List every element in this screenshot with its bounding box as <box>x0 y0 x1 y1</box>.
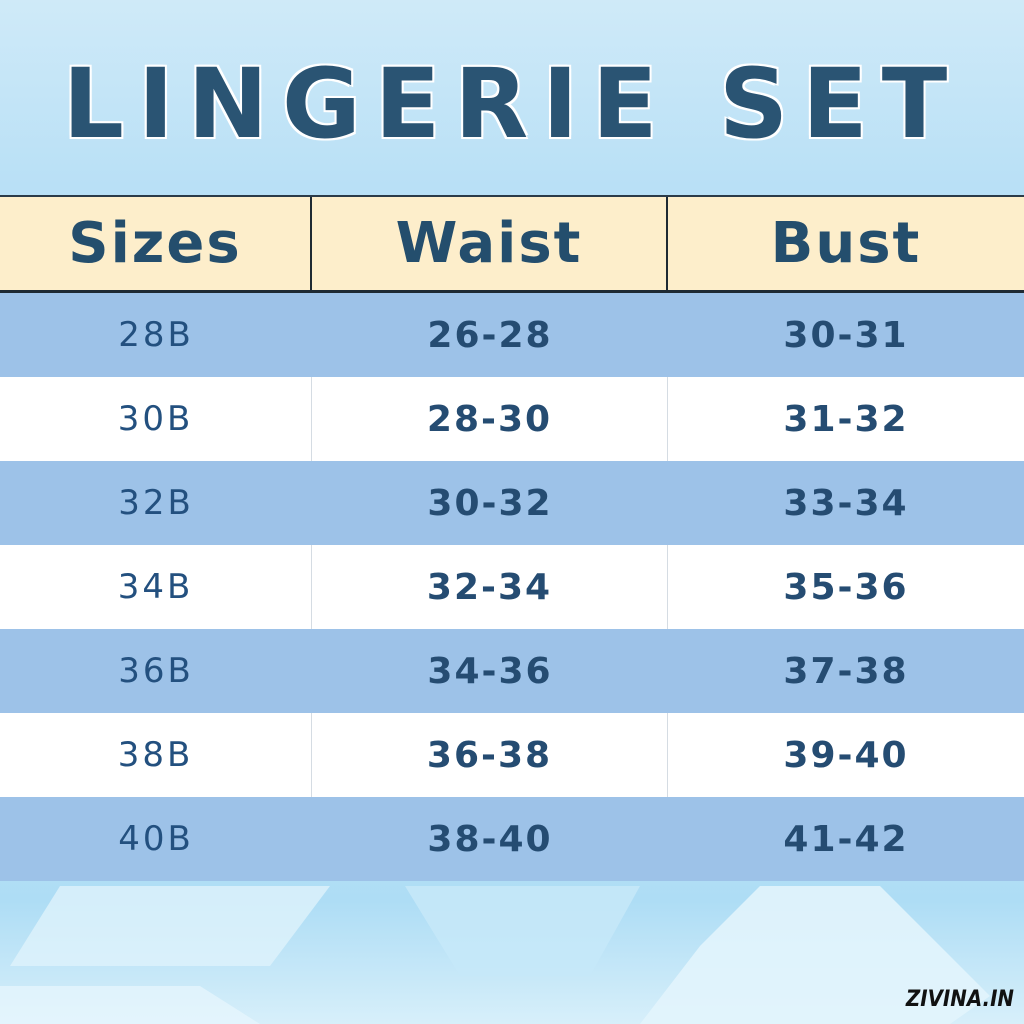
size-cell: 40B <box>118 819 194 859</box>
table-row: 28B 26-28 30-31 <box>0 293 1024 377</box>
waist-cell: 32-34 <box>312 545 668 629</box>
bust-cell: 33-34 <box>783 482 909 524</box>
table-row: 34B 32-34 35-36 <box>0 545 1024 629</box>
bust-cell: 30-31 <box>783 314 909 356</box>
size-cell: 38B <box>0 713 312 797</box>
header-sizes: Sizes <box>0 197 312 290</box>
size-cell: 28B <box>118 315 194 355</box>
bust-cell: 31-32 <box>783 398 909 440</box>
bust-cell: 41-42 <box>783 818 909 860</box>
waist-cell: 38-40 <box>427 818 553 860</box>
size-cell: 34B <box>0 545 312 629</box>
table-row: 32B 30-32 33-34 <box>0 461 1024 545</box>
waist-cell: 34-36 <box>427 650 553 692</box>
table-row: 36B 34-36 37-38 <box>0 629 1024 713</box>
waist-cell: 36-38 <box>312 713 668 797</box>
header-waist: Waist <box>312 197 668 290</box>
waist-cell: 30-32 <box>427 482 553 524</box>
size-cell: 30B <box>0 377 312 461</box>
table-header: Sizes Waist Bust <box>0 195 1024 293</box>
size-chart-table: Sizes Waist Bust 28B 26-28 30-31 30B 28-30 31… <box>0 195 1024 881</box>
waist-cell: 28-30 <box>312 377 668 461</box>
bust-cell: 35-36 <box>783 566 909 608</box>
size-cell: 36B <box>118 651 194 691</box>
page-title: LINGERIE SET <box>62 48 962 160</box>
header-bust: Bust <box>770 211 922 276</box>
waist-cell: 26-28 <box>427 314 553 356</box>
size-cell: 32B <box>118 483 194 523</box>
table-row: 38B 36-38 39-40 <box>0 713 1024 797</box>
decorative-hexagons <box>0 886 990 1024</box>
bust-cell: 39-40 <box>783 734 909 776</box>
bust-cell: 37-38 <box>783 650 909 692</box>
brand-watermark: ZIVINA.IN <box>905 987 1014 1012</box>
table-row: 30B 28-30 31-32 <box>0 377 1024 461</box>
table-row: 40B 38-40 41-42 <box>0 797 1024 881</box>
